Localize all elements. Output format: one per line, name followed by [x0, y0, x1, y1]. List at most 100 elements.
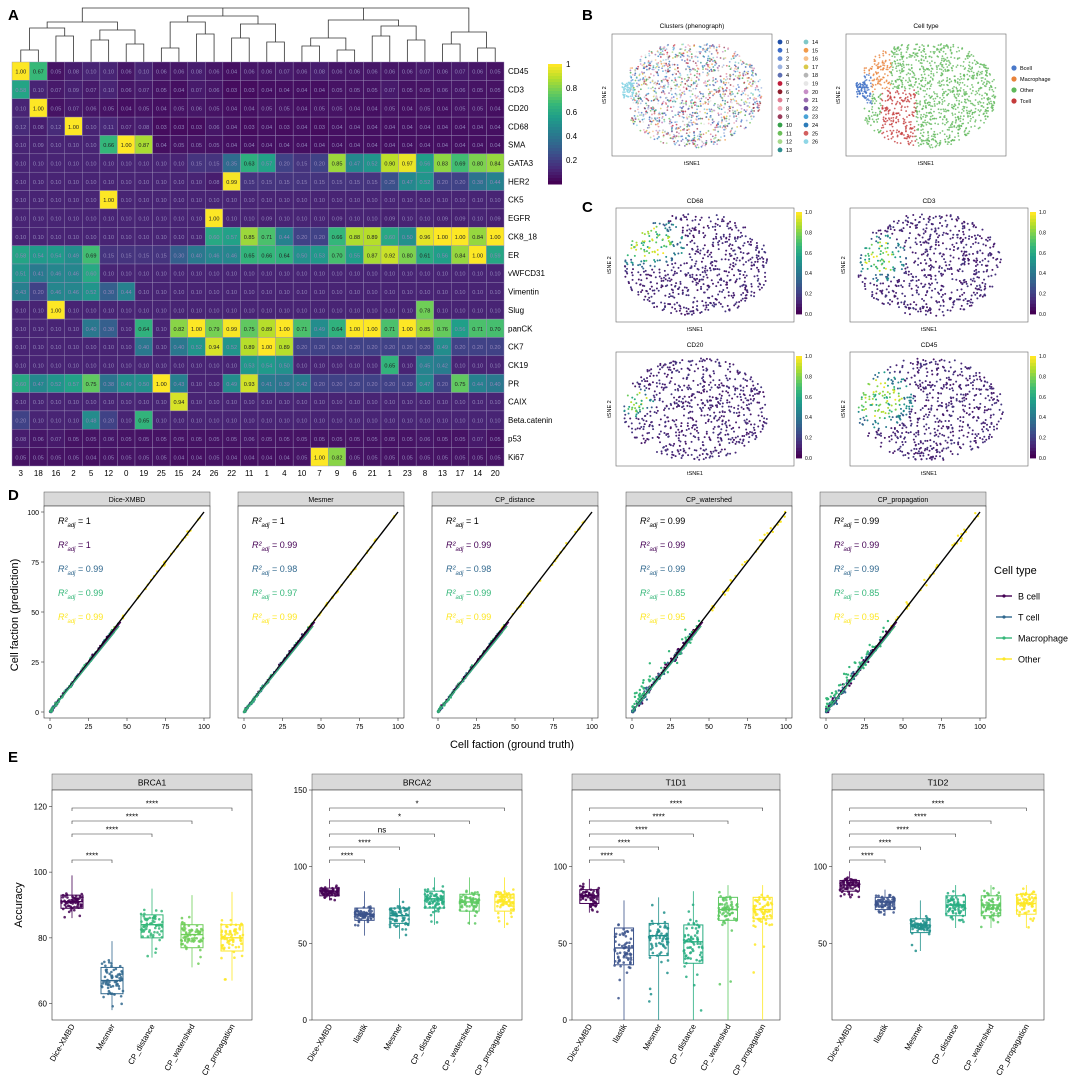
- celltype-point: [962, 115, 965, 117]
- celltype-point: [893, 60, 896, 63]
- cluster-point: [669, 89, 672, 92]
- heatmap-cell-label: 0.10: [191, 308, 202, 314]
- celltype-point: [975, 90, 978, 93]
- cluster-point: [722, 82, 725, 84]
- expr-point: [730, 228, 733, 231]
- heatmap-cell-label: 0.05: [296, 455, 307, 461]
- celltype-point: [910, 140, 913, 142]
- heatmap-row-label: CAIX: [508, 398, 527, 407]
- cluster-point: [706, 59, 709, 62]
- cluster-point: [642, 121, 645, 123]
- heatmap-cell-label: 0.46: [209, 253, 220, 259]
- heatmap-cell-label: 0.82: [173, 327, 184, 333]
- cluster-point: [624, 83, 627, 86]
- heatmap-cell-label: 0.10: [68, 180, 79, 186]
- expr-point: [714, 265, 717, 268]
- expr-point: [733, 237, 736, 240]
- celltype-point: [881, 87, 884, 89]
- expr-point: [675, 225, 678, 228]
- expr-point: [626, 267, 629, 270]
- cluster-point: [704, 80, 707, 83]
- cluster-point: [700, 133, 703, 136]
- celltype-point: [922, 115, 924, 118]
- expr-point: [714, 225, 717, 228]
- celltype-point: [879, 110, 882, 113]
- heatmap-cell-label: 0.38: [103, 382, 114, 388]
- heatmap-cell-label: 0.10: [367, 198, 378, 204]
- celltype-point: [902, 60, 905, 63]
- cluster-point: [695, 115, 698, 118]
- heatmap-cell-label: 0.10: [191, 419, 202, 425]
- cluster-point: [659, 53, 661, 56]
- celltype-point: [887, 90, 890, 93]
- heatmap-cell-label: 0.15: [103, 253, 114, 259]
- cluster-point: [663, 92, 666, 95]
- expr-colorbar-segment: [796, 242, 802, 247]
- celltype-point: [966, 106, 968, 109]
- celltype-point: [940, 47, 943, 50]
- cluster-point: [719, 75, 722, 78]
- celltype-point: [931, 68, 934, 70]
- heatmap-cell-label: 0.07: [121, 125, 132, 131]
- cluster-point: [663, 112, 666, 115]
- celltype-point: [940, 49, 943, 52]
- dendrogram-branch: [371, 35, 391, 62]
- cluster-point: [682, 102, 685, 105]
- expr-point: [700, 310, 703, 313]
- celltype-point: [923, 121, 926, 124]
- cluster-point: [637, 106, 640, 108]
- celltype-point: [917, 144, 920, 147]
- expr-point: [640, 247, 643, 250]
- expr-point: [685, 294, 688, 297]
- colorbar-segment: [548, 73, 562, 77]
- cluster-point: [685, 88, 688, 91]
- heatmap-cell-label: 0.50: [296, 253, 307, 259]
- celltype-point: [969, 110, 972, 113]
- heatmap-col-label: 1: [265, 469, 270, 478]
- expr-point: [630, 243, 633, 246]
- heatmap-cell-label: 0.57: [261, 162, 272, 168]
- celltype-point: [986, 115, 989, 118]
- cluster-point: [700, 122, 703, 125]
- heatmap-cell-label: 0.15: [367, 180, 378, 186]
- cluster-point: [688, 66, 691, 69]
- celltype-point: [875, 73, 878, 75]
- cluster-point: [719, 85, 721, 88]
- expr-point: [717, 248, 720, 251]
- celltype-point: [941, 98, 943, 101]
- cluster-point: [629, 81, 632, 84]
- cluster-point: [647, 87, 650, 89]
- heatmap-cell-label: 1.00: [490, 235, 501, 241]
- celltype-point: [977, 81, 980, 84]
- cluster-point: [646, 104, 648, 107]
- heatmap-cell-label: 0.04: [490, 106, 501, 112]
- expr-point: [750, 285, 753, 288]
- celltype-point: [923, 73, 926, 76]
- heatmap-cell-label: 0.10: [455, 400, 466, 406]
- cluster-legend-swatch: [803, 130, 809, 136]
- cluster-point: [669, 137, 672, 140]
- celltype-point: [893, 46, 896, 48]
- cluster-point: [695, 76, 698, 79]
- cluster-point: [753, 98, 756, 101]
- cluster-point: [707, 122, 710, 125]
- heatmap-cell-label: 0.40: [191, 253, 202, 259]
- cluster-point: [711, 119, 714, 121]
- cluster-point: [693, 134, 696, 137]
- expr-point: [732, 261, 735, 264]
- celltype-point: [978, 110, 981, 113]
- celltype-point: [860, 87, 863, 90]
- cluster-point: [679, 129, 682, 132]
- expr-point: [700, 216, 703, 219]
- expr-point: [716, 274, 719, 277]
- heatmap-cell-label: 0.04: [332, 143, 343, 149]
- heatmap-cell-label: 0.20: [279, 162, 290, 168]
- cluster-point: [657, 51, 660, 53]
- celltype-point: [913, 125, 916, 128]
- heatmap-cell-label: 0.05: [490, 437, 501, 443]
- celltype-point: [886, 66, 889, 69]
- heatmap-cell-label: 0.64: [138, 327, 149, 333]
- celltype-point: [977, 109, 980, 111]
